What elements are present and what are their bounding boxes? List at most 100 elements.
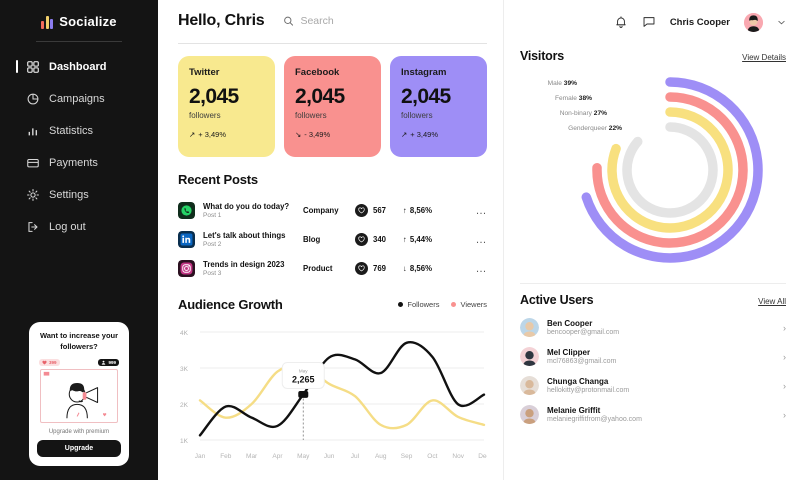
search-input[interactable]	[300, 15, 487, 27]
message-icon[interactable]	[642, 15, 656, 29]
post-percent: ↓ 8,56%	[403, 264, 455, 273]
post-like-count: 769	[373, 264, 387, 273]
arrow-up-icon: ↗	[189, 130, 196, 139]
sidebar-item-settings[interactable]: Settings	[26, 180, 158, 210]
svg-text:2,265: 2,265	[292, 374, 315, 384]
chevron-right-icon[interactable]: ›	[783, 351, 786, 362]
promo-illustration	[40, 369, 118, 423]
logout-icon	[28, 222, 38, 232]
promo-badge-left-value: 399	[49, 360, 57, 365]
legend-dot	[451, 302, 457, 307]
bell-icon[interactable]	[614, 15, 628, 29]
chevron-right-icon[interactable]: ›	[783, 409, 786, 420]
post-percent-value: 5,44%	[409, 235, 433, 244]
chevron-down-icon[interactable]	[777, 18, 786, 27]
promo-badges: 399 999	[39, 359, 119, 366]
sidebar-item-statistics[interactable]: Statistics	[26, 116, 158, 146]
user-name: Mel Clipper	[547, 347, 591, 357]
svg-text:1K: 1K	[180, 438, 189, 445]
stat-card-label: followers	[401, 111, 433, 120]
sidebar-item-label: Campaigns	[49, 93, 105, 105]
svg-text:Nov: Nov	[452, 453, 464, 460]
table-row[interactable]: What do you do today? Post 1 Company 567	[178, 196, 487, 225]
post-category: Blog	[303, 235, 321, 244]
post-likes: 340	[355, 233, 403, 246]
audience-growth-header: Audience Growth Followers Viewers	[178, 297, 487, 312]
user-email: bencooper@gmail.com	[547, 329, 620, 337]
active-users-title: Active Users	[520, 293, 594, 307]
sidebar-item-payments[interactable]: Payments	[26, 148, 158, 178]
user-email: melaniegriffitfrom@yahoo.com	[547, 416, 642, 424]
stat-card-name: Twitter	[189, 67, 220, 78]
heart-icon	[355, 233, 368, 246]
visitors-header: Visitors View Details	[520, 49, 786, 63]
list-item[interactable]: Ben Cooper bencooper@gmail.com ›	[520, 313, 786, 342]
upgrade-button[interactable]: Upgrade	[37, 440, 121, 457]
search-icon	[283, 16, 293, 26]
sidebar-item-logout[interactable]: Log out	[26, 212, 158, 242]
sidebar: Socialize Dashboard Campaigns	[0, 0, 158, 480]
post-percent: ↑ 5,44%	[403, 235, 455, 244]
gear-icon	[27, 189, 39, 201]
post-title: What do you do today?	[203, 201, 290, 211]
user-info: Chunga Changa hellokitty@protonmail.com	[547, 377, 783, 395]
avatar	[520, 405, 539, 424]
view-all-link[interactable]: View All	[758, 297, 786, 306]
sidebar-divider	[36, 41, 122, 42]
search-bar[interactable]	[283, 15, 487, 27]
active-users-list: Ben Cooper bencooper@gmail.com › Mel Clippe…	[520, 313, 786, 429]
stat-card-delta-value: - 3,49%	[304, 130, 331, 139]
legend-label: Followers	[407, 300, 440, 309]
instagram-icon	[178, 260, 195, 277]
stat-card-twitter[interactable]: Twitter 2,045 followers ↗ + 3,49%	[178, 56, 275, 157]
svg-text:Mar: Mar	[246, 453, 258, 460]
stat-card-instagram[interactable]: Instagram 2,045 followers ↗ + 3,49%	[390, 56, 487, 157]
sidebar-nav: Dashboard Campaigns Statistics	[0, 52, 158, 242]
chevron-right-icon[interactable]: ›	[783, 322, 786, 333]
svg-text:Dec: Dec	[478, 453, 487, 460]
more-dots-icon[interactable]: …	[475, 204, 487, 217]
chevron-right-icon[interactable]: ›	[783, 380, 786, 391]
arrow-up-icon: ↗	[401, 130, 408, 139]
post-meta: Trends in design 2023 Post 3	[203, 260, 303, 278]
svg-text:Aug: Aug	[375, 453, 387, 460]
stat-card-delta-value: + 3,49%	[198, 130, 227, 139]
avatar	[520, 318, 539, 337]
user-email: hellokitty@protonmail.com	[547, 387, 630, 395]
center-column: Hello, Chris Twitter 2,045 followers	[158, 0, 503, 480]
sidebar-item-campaigns[interactable]: Campaigns	[26, 84, 158, 114]
list-item[interactable]: Melanie Griffit melaniegriffitfrom@yahoo.…	[520, 400, 786, 429]
more-dots-icon[interactable]: …	[475, 233, 487, 246]
visitors-radial-chart: Male 39% Female 38% Non-binary 27% Genderqu…	[548, 77, 763, 263]
svg-text:Female 38%: Female 38%	[555, 95, 592, 102]
list-item[interactable]: Mel Clipper mcl76863@gmail.com ›	[520, 342, 786, 371]
promo-card: Want to increase your followers? 399 999	[29, 322, 129, 466]
sidebar-item-label: Log out	[49, 221, 86, 233]
page-title: Hello, Chris	[178, 12, 265, 29]
more-dots-icon[interactable]: …	[475, 262, 487, 275]
list-item[interactable]: Chunga Changa hellokitty@protonmail.com ›	[520, 371, 786, 400]
view-details-link[interactable]: View Details	[742, 53, 786, 62]
stat-card-facebook[interactable]: Facebook 2,045 followers ↘ - 3,49%	[284, 56, 381, 157]
grid-icon	[27, 61, 39, 73]
sidebar-item-dashboard[interactable]: Dashboard	[16, 52, 158, 82]
stat-card-delta: ↗ + 3,49%	[401, 130, 476, 139]
panel-divider	[520, 283, 786, 284]
svg-text:Jan: Jan	[195, 453, 206, 460]
stat-card-delta: ↗ + 3,49%	[189, 130, 264, 139]
user-icon	[102, 360, 106, 365]
table-row[interactable]: Trends in design 2023 Post 3 Product 769	[178, 254, 487, 283]
sidebar-item-label: Payments	[49, 157, 98, 169]
visitors-title: Visitors	[520, 49, 565, 63]
header-divider	[178, 43, 487, 44]
promo-badge-right-value: 999	[108, 360, 116, 365]
table-row[interactable]: Let's talk about things Post 2 Blog 340	[178, 225, 487, 254]
avatar	[520, 347, 539, 366]
sidebar-item-label: Statistics	[49, 125, 94, 137]
main-area: Hello, Chris Twitter 2,045 followers	[158, 0, 800, 480]
legend-item-viewers: Viewers	[451, 300, 487, 309]
stat-card-label: followers	[295, 111, 327, 120]
svg-text:Jul: Jul	[351, 453, 360, 460]
avatar[interactable]	[744, 12, 763, 32]
